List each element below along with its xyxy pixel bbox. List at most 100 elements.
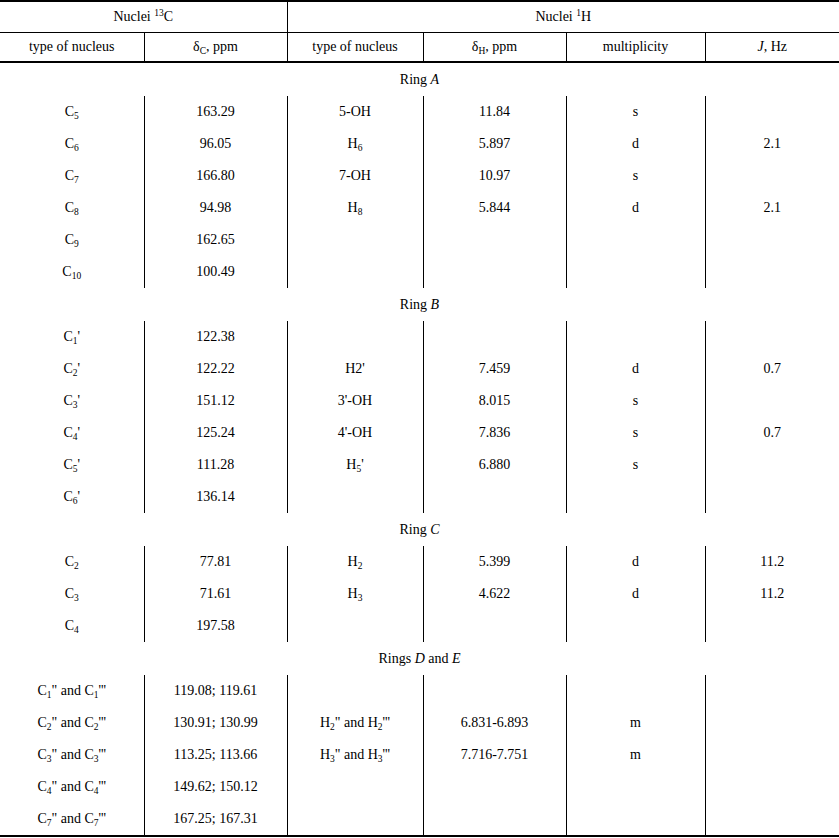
h1-shift-cell: 7.716-7.751 — [423, 739, 566, 771]
j-value-cell — [705, 449, 839, 481]
j-value-cell — [705, 224, 839, 256]
table-row: C277.81H25.399d11.2 — [0, 546, 839, 578]
c13-shift-cell: 119.08; 119.61 — [144, 675, 287, 707]
h1-nucleus-cell: H8 — [287, 192, 423, 224]
header-nuclei-13c: Nuclei 13C — [0, 1, 287, 33]
multiplicity-cell: s — [566, 160, 705, 192]
c13-nucleus-cell: C7 — [0, 160, 144, 192]
j-value-cell — [705, 707, 839, 739]
c13-shift-cell: 130.91; 130.99 — [144, 707, 287, 739]
h1-shift-cell: 11.84 — [423, 96, 566, 128]
j-value-cell — [705, 256, 839, 288]
h1-nucleus-cell: H2' — [287, 353, 423, 385]
multiplicity-cell — [566, 803, 705, 836]
h1-nucleus-cell — [287, 481, 423, 513]
c13-nucleus-cell: C5 — [0, 96, 144, 128]
multiplicity-cell: s — [566, 96, 705, 128]
header-group-row: Nuclei 13C Nuclei 1H — [0, 1, 839, 33]
c13-nucleus-cell: C2" and C2''' — [0, 707, 144, 739]
c13-nucleus-cell: C9 — [0, 224, 144, 256]
col-header-13c-nucleus-type: type of nucleus — [0, 33, 144, 63]
table-row: C1" and C1'''119.08; 119.61 — [0, 675, 839, 707]
c13-nucleus-cell: C2' — [0, 353, 144, 385]
paper-page: Nuclei 13C Nuclei 1H type of nucleus δC,… — [0, 0, 839, 838]
h1-shift-cell: 6.831-6.893 — [423, 707, 566, 739]
section-title-row: Ring B — [0, 288, 839, 321]
multiplicity-cell: d — [566, 192, 705, 224]
c13-nucleus-cell: C2 — [0, 546, 144, 578]
c13-nucleus-cell: C4" and C4''' — [0, 771, 144, 803]
c13-nucleus-cell: C4' — [0, 417, 144, 449]
table-row: C10100.49 — [0, 256, 839, 288]
table-row: C3" and C3'''113.25; 113.66H3" and H3'''… — [0, 739, 839, 771]
c13-shift-cell: 113.25; 113.66 — [144, 739, 287, 771]
c13-nucleus-cell: C1" and C1''' — [0, 675, 144, 707]
j-value-cell: 11.2 — [705, 546, 839, 578]
col-header-1h-shift: δH, ppm — [423, 33, 566, 63]
h1-shift-cell: 5.399 — [423, 546, 566, 578]
section-title: Ring C — [0, 513, 839, 546]
table-row: C2'122.22H2'7.459d0.7 — [0, 353, 839, 385]
c13-shift-cell: 122.38 — [144, 321, 287, 353]
c13-shift-cell: 167.25; 167.31 — [144, 803, 287, 836]
j-value-cell: 2.1 — [705, 128, 839, 160]
h1-shift-cell: 4.622 — [423, 578, 566, 610]
multiplicity-cell: d — [566, 578, 705, 610]
c13-shift-cell: 94.98 — [144, 192, 287, 224]
multiplicity-cell — [566, 675, 705, 707]
table-row: C9162.65 — [0, 224, 839, 256]
multiplicity-cell — [566, 610, 705, 642]
c13-nucleus-cell: C6 — [0, 128, 144, 160]
h1-shift-cell: 6.880 — [423, 449, 566, 481]
section-title: Ring A — [0, 62, 839, 96]
c13-nucleus-cell: C10 — [0, 256, 144, 288]
h1-nucleus-cell: H3 — [287, 578, 423, 610]
j-value-cell: 2.1 — [705, 192, 839, 224]
j-value-cell — [705, 610, 839, 642]
table-row: C371.61H34.622d11.2 — [0, 578, 839, 610]
h1-nucleus-cell: 4'-OH — [287, 417, 423, 449]
nmr-table: Nuclei 13C Nuclei 1H type of nucleus δC,… — [0, 0, 839, 837]
h1-nucleus-cell: H2" and H2''' — [287, 707, 423, 739]
h1-nucleus-cell — [287, 803, 423, 836]
table-row: C5163.295-OH11.84s — [0, 96, 839, 128]
h1-shift-cell — [423, 321, 566, 353]
h1-nucleus-cell: H6 — [287, 128, 423, 160]
header-columns-row: type of nucleus δC, ppm type of nucleus … — [0, 33, 839, 63]
h1-nucleus-cell — [287, 321, 423, 353]
multiplicity-cell — [566, 321, 705, 353]
j-value-cell — [705, 385, 839, 417]
c13-nucleus-cell: C8 — [0, 192, 144, 224]
multiplicity-cell: s — [566, 417, 705, 449]
h1-shift-cell: 5.844 — [423, 192, 566, 224]
h1-nucleus-cell — [287, 256, 423, 288]
c13-shift-cell: 149.62; 150.12 — [144, 771, 287, 803]
c13-nucleus-cell: C6' — [0, 481, 144, 513]
multiplicity-cell: m — [566, 739, 705, 771]
j-value-cell — [705, 803, 839, 836]
j-value-cell — [705, 771, 839, 803]
table-row: C696.05H65.897d2.1 — [0, 128, 839, 160]
c13-nucleus-cell: C3" and C3''' — [0, 739, 144, 771]
table-row: C4197.58 — [0, 610, 839, 642]
h1-shift-cell: 5.897 — [423, 128, 566, 160]
c13-shift-cell: 111.28 — [144, 449, 287, 481]
section-title: Ring B — [0, 288, 839, 321]
c13-shift-cell: 166.80 — [144, 160, 287, 192]
c13-shift-cell: 71.61 — [144, 578, 287, 610]
h1-shift-cell — [423, 224, 566, 256]
table-row: C1'122.38 — [0, 321, 839, 353]
j-value-cell — [705, 739, 839, 771]
c13-shift-cell: 77.81 — [144, 546, 287, 578]
c13-shift-cell: 96.05 — [144, 128, 287, 160]
h1-nucleus-cell: H2 — [287, 546, 423, 578]
multiplicity-cell — [566, 224, 705, 256]
j-value-cell — [705, 675, 839, 707]
table-row: C894.98H85.844d2.1 — [0, 192, 839, 224]
multiplicity-cell: m — [566, 707, 705, 739]
c13-shift-cell: 125.24 — [144, 417, 287, 449]
h1-nucleus-cell: 5-OH — [287, 96, 423, 128]
j-value-cell — [705, 481, 839, 513]
section-title: Rings D and E — [0, 642, 839, 675]
multiplicity-cell — [566, 771, 705, 803]
